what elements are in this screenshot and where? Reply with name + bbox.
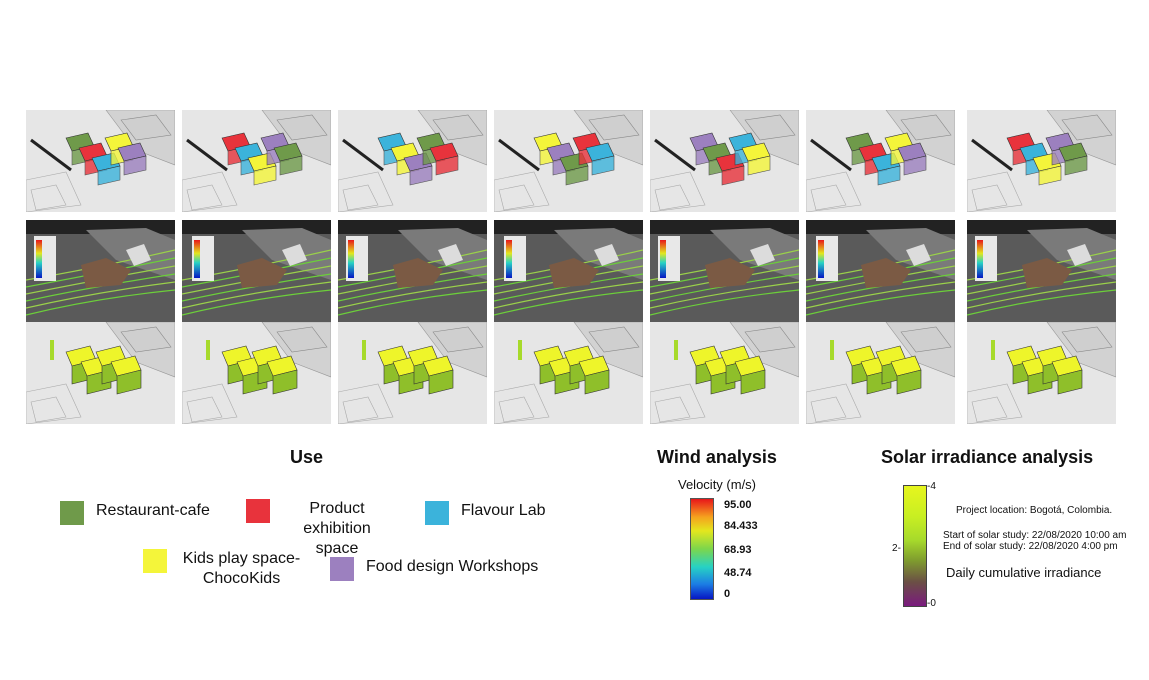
wind-analysis-tile <box>338 220 487 322</box>
wind-tile-render <box>338 220 487 322</box>
solar-tick: 2- <box>892 543 901 554</box>
solar-tile-render <box>26 322 175 424</box>
use-analysis-tile <box>967 110 1116 212</box>
wind-tick: 48.74 <box>724 567 752 579</box>
legend-product-exhibition: Product exhibition space <box>246 499 392 559</box>
use-section-title: Use <box>290 447 324 467</box>
solar-tile-render <box>967 322 1116 424</box>
legend-kids-play: Kids play space-ChocoKids <box>143 549 304 589</box>
wind-section-title: Wind analysis <box>657 447 777 467</box>
solar-analysis-tile <box>806 322 955 424</box>
legend-flavour-lab: Flavour Lab <box>425 501 546 525</box>
use-tile-render <box>967 110 1116 212</box>
solar-analysis-tile <box>182 322 331 424</box>
solar-study-end: End of solar study: 22/08/2020 4:00 pm <box>943 541 1118 552</box>
use-tile-render <box>26 110 175 212</box>
wind-tick: 68.93 <box>724 544 752 556</box>
use-analysis-tile <box>182 110 331 212</box>
wind-tile-render <box>26 220 175 322</box>
solar-tile-render <box>494 322 643 424</box>
use-analysis-tile <box>26 110 175 212</box>
solar-tile-render <box>806 322 955 424</box>
solar-color-scale <box>903 485 927 607</box>
wind-color-scale <box>690 498 714 600</box>
wind-tick: 0 <box>724 588 731 600</box>
kids-play-swatch <box>143 549 167 573</box>
solar-analysis-tile <box>338 322 487 424</box>
use-tile-render <box>182 110 331 212</box>
solar-study-start: Start of solar study: 22/08/2020 10:00 a… <box>943 530 1127 541</box>
solar-tile-render <box>182 322 331 424</box>
use-analysis-tile <box>650 110 799 212</box>
legend-label: Restaurant-cafe <box>96 502 210 519</box>
flavour-lab-swatch <box>425 501 449 525</box>
legend-label: Flavour Lab <box>461 502 546 519</box>
wind-analysis-tile <box>806 220 955 322</box>
solar-analysis-tile <box>494 322 643 424</box>
legend-label: Product exhibition space <box>303 500 371 557</box>
use-tile-render <box>494 110 643 212</box>
use-analysis-tile <box>494 110 643 212</box>
wind-analysis-tile <box>26 220 175 322</box>
wind-unit-label: Velocity (m/s) <box>678 477 757 492</box>
solar-tile-render <box>650 322 799 424</box>
solar-section-title: Solar irradiance analysis <box>881 447 1094 467</box>
use-tile-render <box>338 110 487 212</box>
wind-analysis-tile <box>182 220 331 322</box>
product-exhibition-swatch <box>246 499 270 523</box>
legend-restaurant-cafe: Restaurant-cafe <box>60 501 210 525</box>
wind-tile-render <box>494 220 643 322</box>
solar-analysis-tile <box>967 322 1116 424</box>
wind-analysis-tile <box>967 220 1116 322</box>
use-analysis-tile <box>338 110 487 212</box>
use-tile-render <box>650 110 799 212</box>
food-design-swatch <box>330 557 354 581</box>
solar-measure-label: Daily cumulative irradiance <box>946 565 1102 580</box>
wind-tick: 84.433 <box>724 520 758 532</box>
wind-tile-render <box>806 220 955 322</box>
analysis-image-grid <box>26 110 1124 424</box>
solar-tile-render <box>338 322 487 424</box>
solar-project-location: Project location: Bogotá, Colombia. <box>956 505 1113 516</box>
wind-tile-render <box>182 220 331 322</box>
solar-tick: -4 <box>927 481 936 492</box>
use-tile-render <box>806 110 955 212</box>
solar-analysis-tile <box>26 322 175 424</box>
wind-analysis-tile <box>650 220 799 322</box>
wind-tick: 95.00 <box>724 499 752 511</box>
legend-food-design: Food design Workshops <box>330 557 538 581</box>
restaurant-cafe-swatch <box>60 501 84 525</box>
wind-tile-render <box>967 220 1116 322</box>
solar-analysis-tile <box>650 322 799 424</box>
solar-tick: -0 <box>927 598 936 609</box>
wind-analysis-tile <box>494 220 643 322</box>
legend-label: Kids play space-ChocoKids <box>182 550 301 587</box>
legend-label: Food design Workshops <box>366 558 539 575</box>
use-analysis-tile <box>806 110 955 212</box>
wind-tile-render <box>650 220 799 322</box>
